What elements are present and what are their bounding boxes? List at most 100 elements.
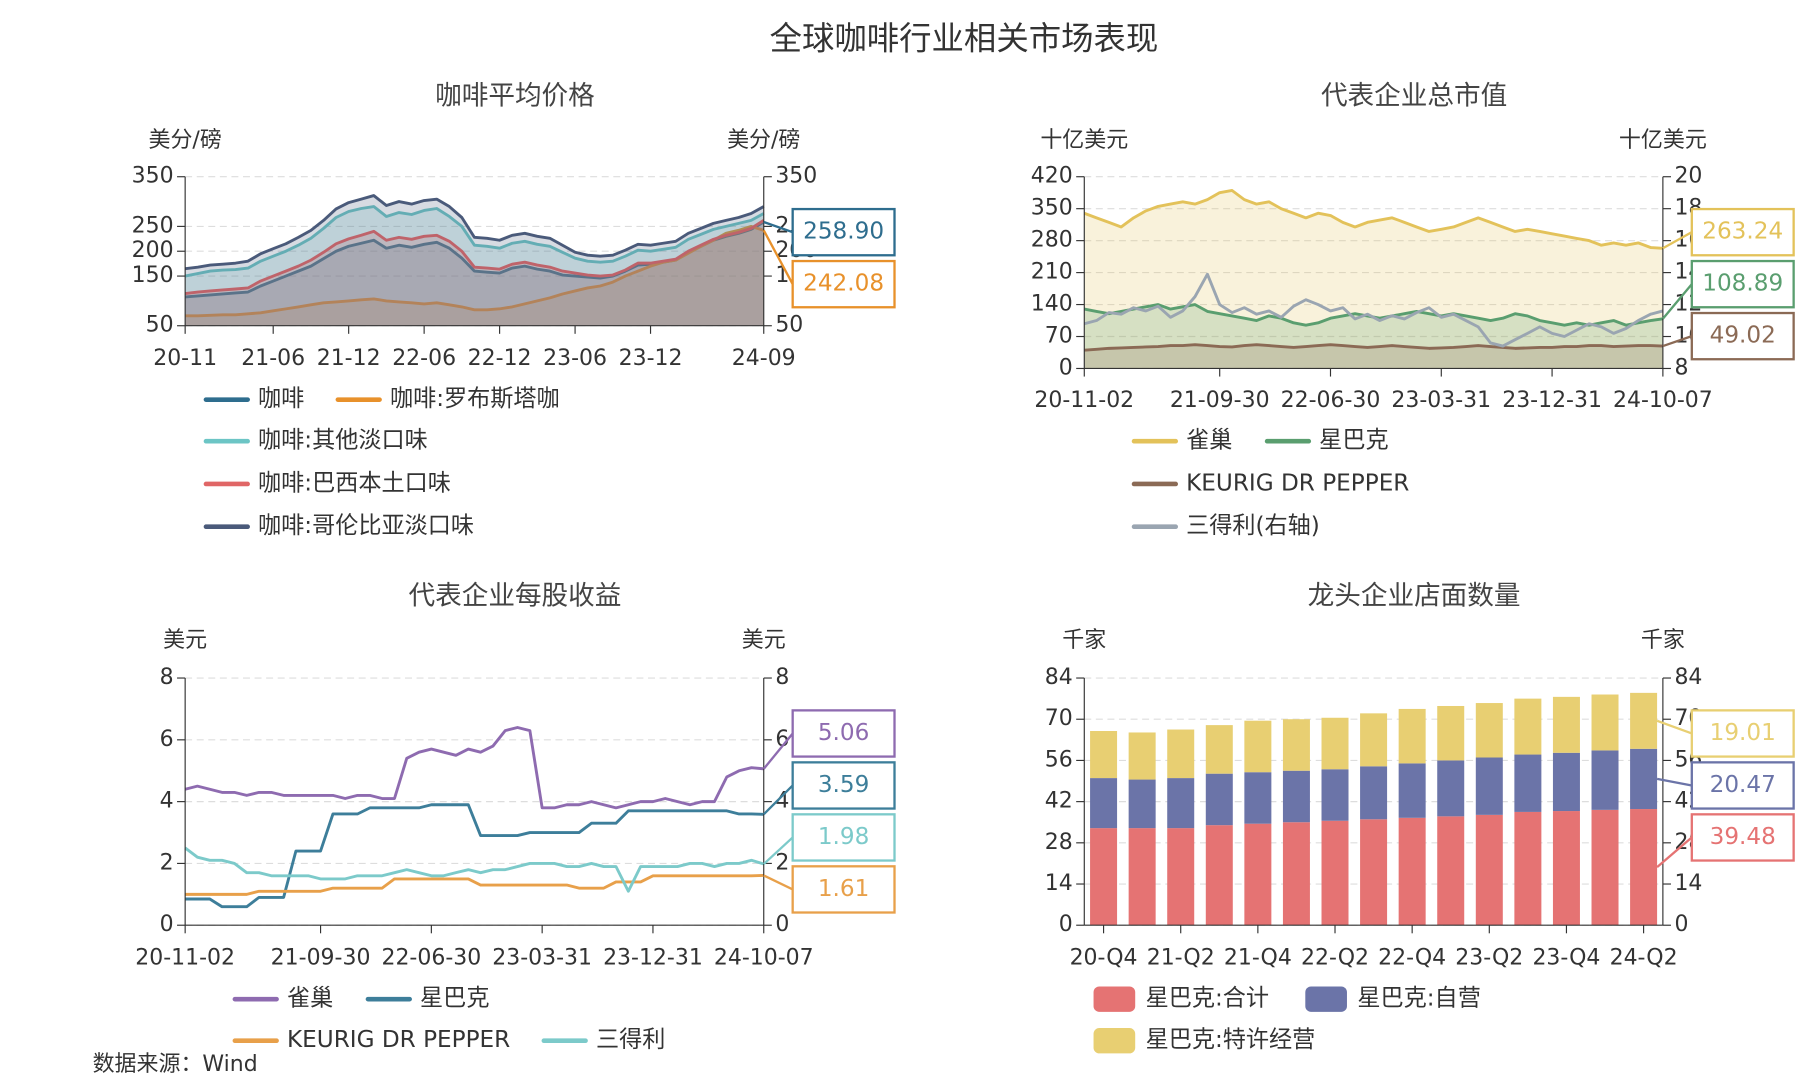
- legend-label: 星巴克: [1319, 428, 1388, 454]
- source-note: 数据来源：Wind: [93, 1052, 258, 1077]
- legend-label: 雀巢: [287, 986, 333, 1012]
- callout-box: [791, 207, 896, 257]
- callout-label: 1.61: [818, 876, 870, 902]
- area-fill: [1084, 304, 1663, 369]
- bar-segment: [1475, 814, 1503, 926]
- bar-segment: [1282, 822, 1310, 926]
- y-tick-label: 42: [1045, 789, 1073, 814]
- y-tick-label: 0: [1059, 912, 1073, 937]
- y2-tick-label: 8: [1674, 355, 1688, 380]
- bar-segment: [1321, 717, 1349, 770]
- callout-pointer: [1656, 719, 1693, 735]
- x-tick-label: 24-Q2: [1610, 946, 1678, 971]
- callout-label: 263.24: [1702, 219, 1783, 245]
- bar-segment: [1244, 720, 1272, 773]
- callout-label: 5.06: [818, 720, 870, 746]
- legend-label: 星巴克: [420, 986, 489, 1012]
- y-axis-label: 千家: [1062, 628, 1106, 653]
- callout-pointer: [762, 229, 794, 285]
- bar-segment: [1437, 816, 1465, 926]
- bar-segment: [1630, 748, 1658, 810]
- legend-label: 星巴克:自营: [1357, 986, 1480, 1012]
- callout-label: 19.01: [1710, 720, 1776, 746]
- x-tick-label: 21-Q2: [1147, 946, 1215, 971]
- bar-segment: [1552, 752, 1580, 812]
- bar-segment: [1205, 773, 1233, 826]
- callout-pointer: [762, 836, 794, 865]
- callout-pointer: [1662, 231, 1693, 250]
- x-tick-label: 23-12-31: [603, 946, 703, 971]
- chart-title: 代表企业每股收益: [409, 581, 622, 612]
- y2-tick-label: 84: [1674, 665, 1702, 690]
- legend-label: 咖啡:巴西本土口味: [258, 470, 451, 496]
- callout-box: [1690, 761, 1795, 810]
- x-tick-label: 23-12-31: [1502, 388, 1602, 413]
- bar-segment: [1090, 828, 1118, 926]
- callout-box: [1690, 709, 1795, 758]
- x-tick-label: 21-09-30: [271, 946, 371, 971]
- y-tick-label: 6: [160, 727, 174, 752]
- y2-tick-label: 20: [1674, 164, 1702, 189]
- x-tick-label: 23-06: [543, 346, 607, 371]
- bar-segment: [1205, 725, 1233, 774]
- legend-swatch: [1093, 1028, 1136, 1054]
- area-fill: [185, 195, 764, 326]
- bar-segment: [1552, 811, 1580, 926]
- x-tick-label: 20-11-02: [1034, 388, 1134, 413]
- bar-segment: [1514, 754, 1542, 812]
- y-tick-label: 420: [1031, 164, 1073, 189]
- bar-segment: [1167, 778, 1195, 829]
- bar-segment: [1514, 811, 1542, 926]
- bar-segment: [1437, 760, 1465, 817]
- y-tick-label: 350: [1031, 196, 1073, 221]
- y2-tick-label: 2: [775, 850, 789, 875]
- legend-label: 咖啡:其他淡口味: [258, 428, 428, 454]
- y-tick-label: 280: [1031, 228, 1073, 253]
- legend-label: 星巴克:特许经营: [1146, 1027, 1316, 1053]
- area-fill: [1084, 344, 1663, 369]
- x-tick-label: 21-Q4: [1224, 946, 1292, 971]
- y-tick-label: 0: [1059, 355, 1073, 380]
- y-tick-label: 70: [1045, 324, 1073, 349]
- x-tick-label: 24-10-07: [714, 946, 814, 971]
- callout-label: 108.89: [1702, 271, 1783, 297]
- bar-segment: [1630, 692, 1658, 749]
- y-axis-label: 美元: [163, 628, 207, 653]
- series-line: [184, 726, 764, 810]
- y-tick-label: 84: [1045, 665, 1073, 690]
- x-tick-label: 20-11: [153, 346, 217, 371]
- x-tick-label: 23-Q2: [1455, 946, 1523, 971]
- y-tick-label: 150: [132, 263, 174, 288]
- x-tick-label: 23-03-31: [1391, 388, 1491, 413]
- bar-segment: [1360, 766, 1388, 820]
- callout-label: 49.02: [1710, 323, 1776, 349]
- bar-segment: [1282, 770, 1310, 823]
- callout-pointer: [1662, 335, 1693, 348]
- bar-segment: [1282, 719, 1310, 771]
- y2-tick-label: 350: [775, 164, 817, 189]
- x-tick-label: 20-Q4: [1070, 946, 1138, 971]
- series-line: [184, 846, 765, 893]
- bar-segment: [1475, 757, 1503, 815]
- y-tick-label: 8: [160, 665, 174, 690]
- y-tick-label: 50: [146, 313, 174, 338]
- bar-segment: [1630, 809, 1658, 926]
- y-tick-label: 2: [160, 850, 174, 875]
- callout-pointer: [762, 784, 794, 816]
- x-tick-label: 22-Q4: [1378, 946, 1446, 971]
- y2-tick-label: 8: [775, 665, 789, 690]
- callout-box: [791, 865, 896, 914]
- y-tick-label: 350: [132, 164, 174, 189]
- bar-segment: [1128, 779, 1156, 829]
- y-tick-label: 200: [132, 238, 174, 263]
- x-tick-label: 22-06-30: [1281, 388, 1381, 413]
- bar-segment: [1128, 828, 1156, 926]
- y2-axis-label: 十亿美元: [1619, 128, 1707, 153]
- x-tick-label: 22-Q2: [1301, 946, 1369, 971]
- chart-title: 代表企业总市值: [1321, 81, 1507, 112]
- series-line: [184, 194, 765, 271]
- legend-label: KEURIG DR PEPPER: [287, 1027, 510, 1053]
- callout-box: [1690, 813, 1795, 862]
- bar-segment: [1591, 750, 1619, 810]
- chart-title: 龙头企业店面数量: [1308, 581, 1521, 612]
